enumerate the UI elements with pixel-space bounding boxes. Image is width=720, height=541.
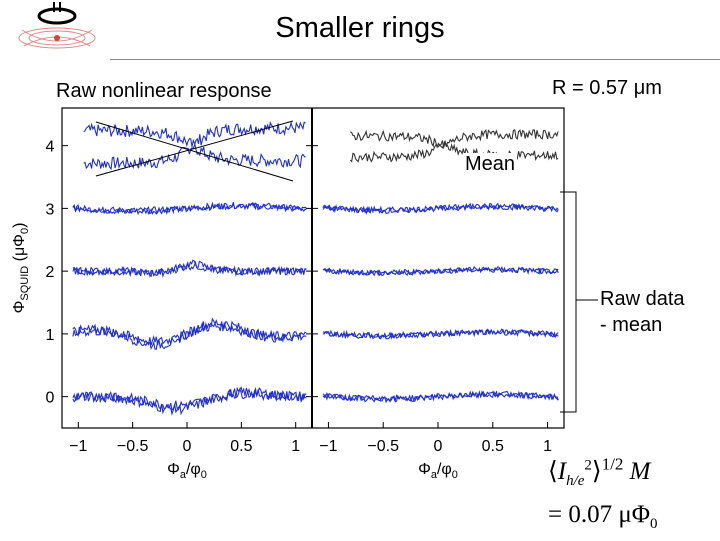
trace-line — [72, 202, 307, 215]
x-tick-label: 0 — [434, 438, 443, 455]
left-panel-label: Raw nonlinear response — [56, 80, 272, 102]
trace-line — [349, 128, 559, 163]
x-axis-label: Φa/φ0 — [418, 461, 458, 481]
trace-line — [322, 390, 559, 404]
y-tick-label: 2 — [46, 264, 55, 281]
trace-line — [322, 202, 559, 215]
trace-line — [72, 385, 307, 416]
trace-line — [322, 266, 559, 277]
x-tick-label: −1 — [319, 438, 337, 455]
x-tick-label: −1 — [69, 438, 87, 455]
y-tick-label: 1 — [46, 327, 55, 344]
logo-icon — [18, 2, 96, 49]
trace-line — [72, 260, 307, 278]
x-tick-label: −0.5 — [367, 438, 399, 455]
ring-radius-label: R = 0.57 μm — [552, 77, 662, 99]
x-tick-label: 1 — [543, 438, 552, 455]
y-tick-label: 4 — [46, 139, 55, 156]
x-axis-label: Φa/φ0 — [167, 461, 207, 481]
y-tick-label: 0 — [46, 390, 55, 407]
x-tick-label: 0 — [183, 438, 192, 455]
trace-line — [72, 387, 307, 411]
bracket — [560, 191, 577, 413]
cross-line — [95, 121, 294, 182]
minus-mean-text: - mean — [600, 314, 663, 336]
raw-data-text: Raw data — [600, 288, 685, 310]
x-tick-label: −0.5 — [117, 438, 149, 455]
x-tick-label: 1 — [291, 438, 300, 455]
trace-line — [322, 203, 559, 214]
formula-top: ⟨Ih/e2⟩1/2 M — [548, 455, 651, 490]
trace-line — [322, 390, 559, 403]
trace-line — [83, 122, 306, 169]
x-tick-label: 0.5 — [230, 438, 252, 455]
mean-label: Mean — [463, 153, 518, 176]
trace-line — [322, 328, 559, 340]
trace-line — [350, 129, 559, 161]
raw-minus-mean-label: Raw data - mean — [600, 286, 715, 338]
noise-formula: ⟨Ih/e2⟩1/2 M = 0.07 μΦ0 — [548, 448, 658, 541]
cross-line — [95, 120, 294, 177]
trace-line — [72, 321, 307, 346]
y-axis-label: ΦSQUID (μΦ0) — [11, 223, 31, 314]
title-divider — [110, 59, 720, 60]
formula-result: = 0.07 μΦ0 — [548, 501, 658, 533]
x-tick-label: 0.5 — [482, 438, 504, 455]
y-tick-label: 3 — [46, 201, 55, 218]
slide-title: Smaller rings — [275, 12, 445, 44]
